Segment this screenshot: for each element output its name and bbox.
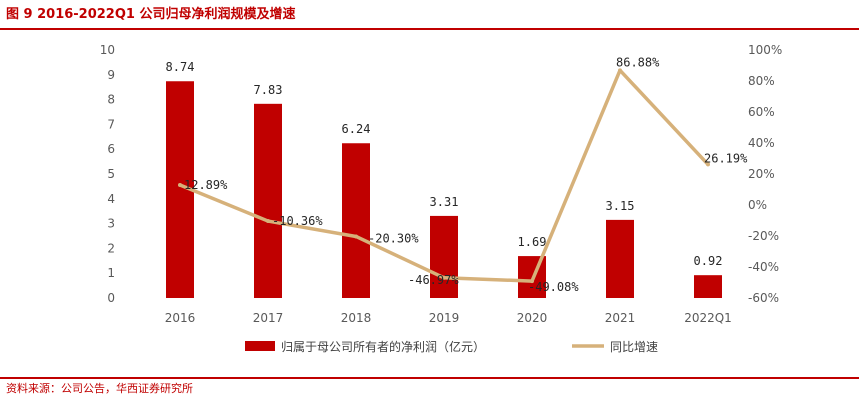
- category-label: 2022Q1: [684, 311, 732, 325]
- figure-title: 图 9 2016-2022Q1 公司归母净利润规模及增速: [6, 7, 296, 22]
- bar-data-label: 6.24: [342, 122, 371, 136]
- legend-line-label: 同比增速: [610, 340, 658, 354]
- bar-data-label: 8.74: [166, 60, 195, 74]
- category-label: 2018: [341, 311, 372, 325]
- line-series: [178, 68, 710, 284]
- left-axis-tick-label: 3: [107, 217, 115, 231]
- right-axis-tick-label: 40%: [748, 136, 775, 150]
- bar-series: [166, 81, 722, 298]
- bar-data-label: 7.83: [254, 83, 283, 97]
- bar-data-label: 0.92: [694, 254, 723, 268]
- bar-data-label: 3.15: [606, 199, 635, 213]
- growth-data-label: 26.19%: [704, 151, 748, 165]
- right-axis-ticks: -60% -40% -20% 0% 20% 40% 60% 80% 100%: [748, 43, 782, 305]
- growth-point: [706, 162, 710, 167]
- growth-point: [354, 234, 358, 239]
- growth-data-label: -49.08%: [528, 280, 579, 294]
- category-label: 2021: [605, 311, 636, 325]
- left-axis-tick-label: 4: [107, 192, 115, 206]
- right-axis-tick-label: 0%: [748, 198, 767, 212]
- legend-bar-swatch: [245, 341, 275, 351]
- bar: [606, 219, 634, 298]
- bar: [254, 103, 282, 298]
- growth-point: [442, 275, 446, 280]
- right-axis-tick-label: -60%: [748, 291, 779, 305]
- right-axis-tick-label: 80%: [748, 74, 775, 88]
- left-axis-tick-label: 5: [107, 167, 115, 181]
- right-axis-tick-label: -20%: [748, 229, 779, 243]
- right-axis-tick-label: 100%: [748, 43, 782, 57]
- left-axis-tick-label: 7: [107, 117, 115, 131]
- growth-point: [266, 219, 270, 224]
- source-rule: [0, 377, 859, 379]
- left-axis-tick-label: 6: [107, 142, 115, 156]
- growth-point: [530, 279, 534, 284]
- growth-data-label: -20.30%: [368, 231, 419, 245]
- left-axis-tick-label: 2: [107, 241, 115, 255]
- category-labels: 2016 2017 2018 2019 2020 2021 2022Q1: [165, 311, 732, 325]
- left-axis-tick-label: 9: [107, 68, 115, 82]
- bar-data-label: 1.69: [518, 235, 547, 249]
- left-axis-ticks: 0 1 2 3 4 5 6 7 8 9 10: [100, 43, 115, 305]
- category-label: 2017: [253, 311, 284, 325]
- bar: [694, 275, 722, 298]
- left-axis-tick-label: 0: [107, 291, 115, 305]
- growth-data-label: -10.36%: [272, 214, 323, 228]
- growth-data-label: 86.88%: [616, 55, 660, 69]
- bar: [430, 215, 458, 298]
- legend: 归属于母公司所有者的净利润（亿元） 同比增速: [245, 339, 658, 354]
- right-axis-tick-label: 60%: [748, 105, 775, 119]
- left-axis-tick-label: 10: [100, 43, 115, 57]
- source-note: 资料来源：公司公告，华西证券研究所: [6, 382, 193, 395]
- growth-point: [618, 68, 622, 73]
- bar-data-labels: 8.74 7.83 6.24 3.31 1.69 3.15 0.92: [166, 60, 723, 268]
- legend-bar-label: 归属于母公司所有者的净利润（亿元）: [281, 339, 485, 354]
- right-axis-tick-label: 20%: [748, 167, 775, 181]
- category-label: 2016: [165, 311, 196, 325]
- left-axis-tick-label: 8: [107, 93, 115, 107]
- growth-data-label: 12.89%: [184, 178, 228, 192]
- category-label: 2019: [429, 311, 460, 325]
- category-label: 2020: [517, 311, 548, 325]
- bar: [342, 143, 370, 298]
- title-rule: [0, 28, 859, 30]
- bar-data-label: 3.31: [430, 195, 459, 209]
- growth-point: [178, 183, 182, 188]
- growth-data-label: -46.97%: [408, 273, 459, 287]
- right-axis-tick-label: -40%: [748, 260, 779, 274]
- left-axis-tick-label: 1: [107, 266, 115, 280]
- line-data-labels: 12.89% -10.36% -20.30% -46.97% -49.08% 86.88%…: [184, 55, 748, 294]
